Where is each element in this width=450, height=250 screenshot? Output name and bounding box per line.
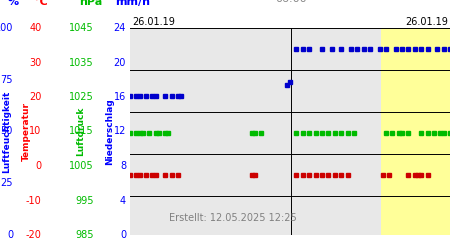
Text: °C: °C — [34, 0, 48, 7]
Text: 24: 24 — [114, 23, 126, 33]
Text: 20: 20 — [114, 58, 126, 68]
Text: 4: 4 — [120, 196, 126, 205]
Text: 1015: 1015 — [69, 126, 94, 136]
Text: hPa: hPa — [79, 0, 102, 7]
Text: 12: 12 — [114, 126, 126, 136]
Text: Temperatur: Temperatur — [22, 102, 31, 161]
Bar — [381, 196, 450, 235]
Text: 995: 995 — [75, 196, 94, 205]
Text: -10: -10 — [26, 196, 41, 205]
Text: %: % — [8, 0, 19, 7]
Text: mm/h: mm/h — [115, 0, 150, 7]
Text: 25: 25 — [0, 178, 13, 188]
Text: 0: 0 — [120, 230, 126, 240]
Text: 0: 0 — [36, 161, 41, 171]
Bar — [381, 112, 450, 154]
Text: 0: 0 — [7, 230, 13, 240]
Text: 100: 100 — [0, 23, 13, 33]
Text: 26.01.19: 26.01.19 — [132, 17, 175, 27]
Text: 8: 8 — [120, 161, 126, 171]
Text: 1035: 1035 — [69, 58, 94, 68]
Text: 26.01.19: 26.01.19 — [405, 17, 448, 27]
Text: 1005: 1005 — [69, 161, 94, 171]
Text: 985: 985 — [75, 230, 94, 240]
Text: Luftfeuchtigkeit: Luftfeuchtigkeit — [2, 90, 11, 173]
Text: -20: -20 — [26, 230, 41, 240]
Text: Niederschlag: Niederschlag — [105, 98, 114, 165]
Text: 16: 16 — [114, 92, 126, 102]
Bar — [381, 28, 450, 70]
Text: 20: 20 — [29, 92, 41, 102]
Bar — [381, 70, 450, 112]
Text: 06:00: 06:00 — [275, 0, 307, 4]
Text: 30: 30 — [29, 58, 41, 68]
Text: 1025: 1025 — [69, 92, 94, 102]
Text: 10: 10 — [29, 126, 41, 136]
Text: 75: 75 — [0, 75, 13, 85]
Text: 1045: 1045 — [69, 23, 94, 33]
Text: Erstellt: 12.05.2025 12:25: Erstellt: 12.05.2025 12:25 — [168, 212, 296, 222]
Text: 50: 50 — [0, 126, 13, 136]
Text: Luftdruck: Luftdruck — [76, 107, 85, 156]
Text: 40: 40 — [29, 23, 41, 33]
Bar — [381, 154, 450, 196]
